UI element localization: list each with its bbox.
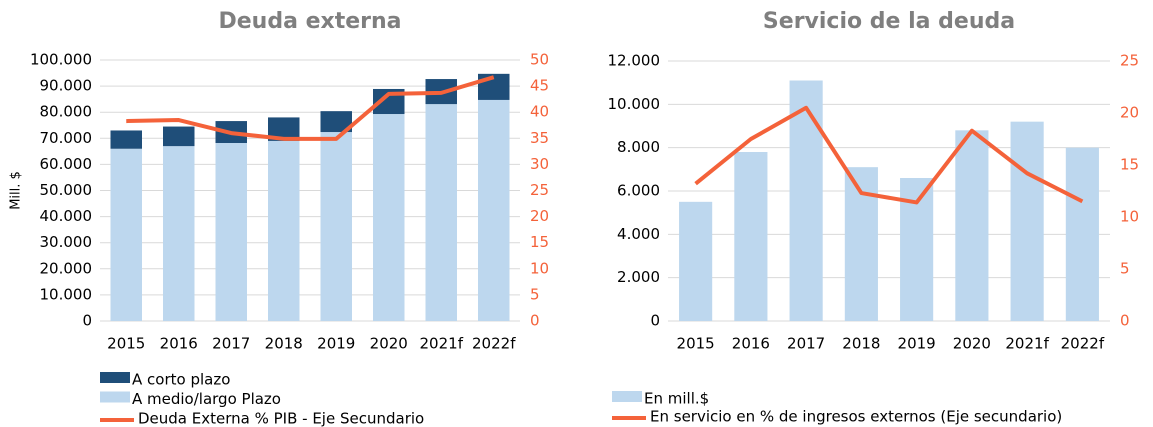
y-tick-label: 60.000 (40, 155, 93, 173)
y-tick-label: 50.000 (40, 181, 93, 199)
x-tick-label: 2020 (953, 335, 991, 353)
line (694, 105, 1084, 205)
bar (679, 201, 713, 321)
bar (373, 114, 405, 321)
x-tick-label: 2020 (370, 335, 408, 353)
bar (1065, 147, 1099, 321)
y-tick-label: 90.000 (40, 77, 93, 95)
y-tick-label: 80.000 (40, 103, 93, 121)
bar (268, 140, 300, 321)
x-tick-label: 2015 (677, 335, 715, 353)
x-tick-label: 2021f (1005, 335, 1049, 353)
bar (478, 99, 510, 321)
x-tick-label: 2021f (420, 335, 464, 353)
y2-tick-label: 10 (530, 259, 549, 277)
x-tick-label: 2019 (317, 335, 355, 353)
y-tick-label: 30.000 (40, 233, 93, 251)
x-tick-label: 2019 (898, 335, 936, 353)
y-tick-label: 100.000 (30, 51, 92, 69)
legend-label: A medio/largo Plazo (132, 390, 281, 408)
y2-tick-label: 20 (530, 207, 549, 225)
y-tick-label: 0 (82, 312, 92, 330)
bar (789, 80, 823, 321)
bar (163, 126, 195, 147)
bar (215, 142, 247, 321)
y-tick-label: 2.000 (617, 268, 660, 286)
bar (163, 146, 195, 321)
bar (1010, 121, 1044, 322)
x-tick-label: 2016 (160, 335, 198, 353)
y2-tick-label: 5 (530, 285, 540, 303)
bar (955, 130, 989, 321)
legend-swatch (100, 391, 130, 403)
legend-swatch (612, 391, 642, 402)
y2-tick-label: 0 (1120, 312, 1130, 330)
y-tick-label: 12.000 (608, 52, 661, 70)
y-tick-label: 70.000 (40, 129, 93, 147)
bar (734, 152, 768, 321)
bar (268, 117, 300, 141)
legend-label: Deuda Externa % PIB - Eje Secundario (138, 410, 424, 427)
bar (110, 130, 142, 149)
x-tick-label: 2017 (212, 335, 250, 353)
y-tick-label: 6.000 (617, 182, 660, 200)
y-tick-label: 20.000 (40, 259, 93, 277)
y-tick-label: 8.000 (617, 138, 660, 156)
bar (320, 111, 352, 133)
legend-label: En servicio en % de ingresos externos (E… (650, 408, 1062, 426)
x-tick-label: 2018 (265, 335, 303, 353)
y2-tick-label: 30 (530, 155, 549, 173)
x-tick-label: 2017 (787, 335, 825, 353)
chart-title: Servicio de la deuda (763, 9, 1015, 34)
y2-tick-label: 50 (530, 51, 549, 69)
y-tick-label: 0 (650, 312, 660, 330)
y2-tick-label: 35 (530, 129, 549, 147)
y-tick-label: 10.000 (40, 285, 93, 303)
legend-label: En mill.$ (644, 390, 709, 408)
x-tick-label: 2022f (1061, 335, 1105, 353)
legend-label: A corto plazo (132, 371, 230, 389)
bar (425, 104, 457, 321)
y2-tick-label: 20 (1120, 104, 1139, 122)
y2-tick-label: 25 (1120, 52, 1139, 70)
chart-title: Deuda externa (218, 9, 401, 34)
x-tick-label: 2018 (842, 335, 880, 353)
y2-tick-label: 0 (530, 312, 540, 330)
x-tick-label: 2022f (472, 335, 516, 353)
y-tick-label: 10.000 (608, 95, 661, 113)
y2-tick-label: 5 (1120, 260, 1130, 278)
bar (110, 148, 142, 321)
y2-tick-label: 40 (530, 103, 549, 121)
y-axis-label: Mill. $ (9, 171, 24, 210)
y2-tick-label: 15 (1120, 156, 1139, 174)
line (126, 75, 495, 141)
y2-tick-label: 15 (530, 233, 549, 251)
y-tick-label: 40.000 (40, 207, 93, 225)
x-tick-label: 2016 (732, 335, 770, 353)
x-tick-label: 2015 (107, 335, 145, 353)
y2-tick-label: 45 (530, 77, 549, 95)
legend-swatch (100, 372, 130, 383)
y2-tick-label: 25 (530, 181, 549, 199)
bar (320, 132, 352, 321)
y2-tick-label: 10 (1120, 208, 1139, 226)
y-tick-label: 4.000 (617, 225, 660, 243)
